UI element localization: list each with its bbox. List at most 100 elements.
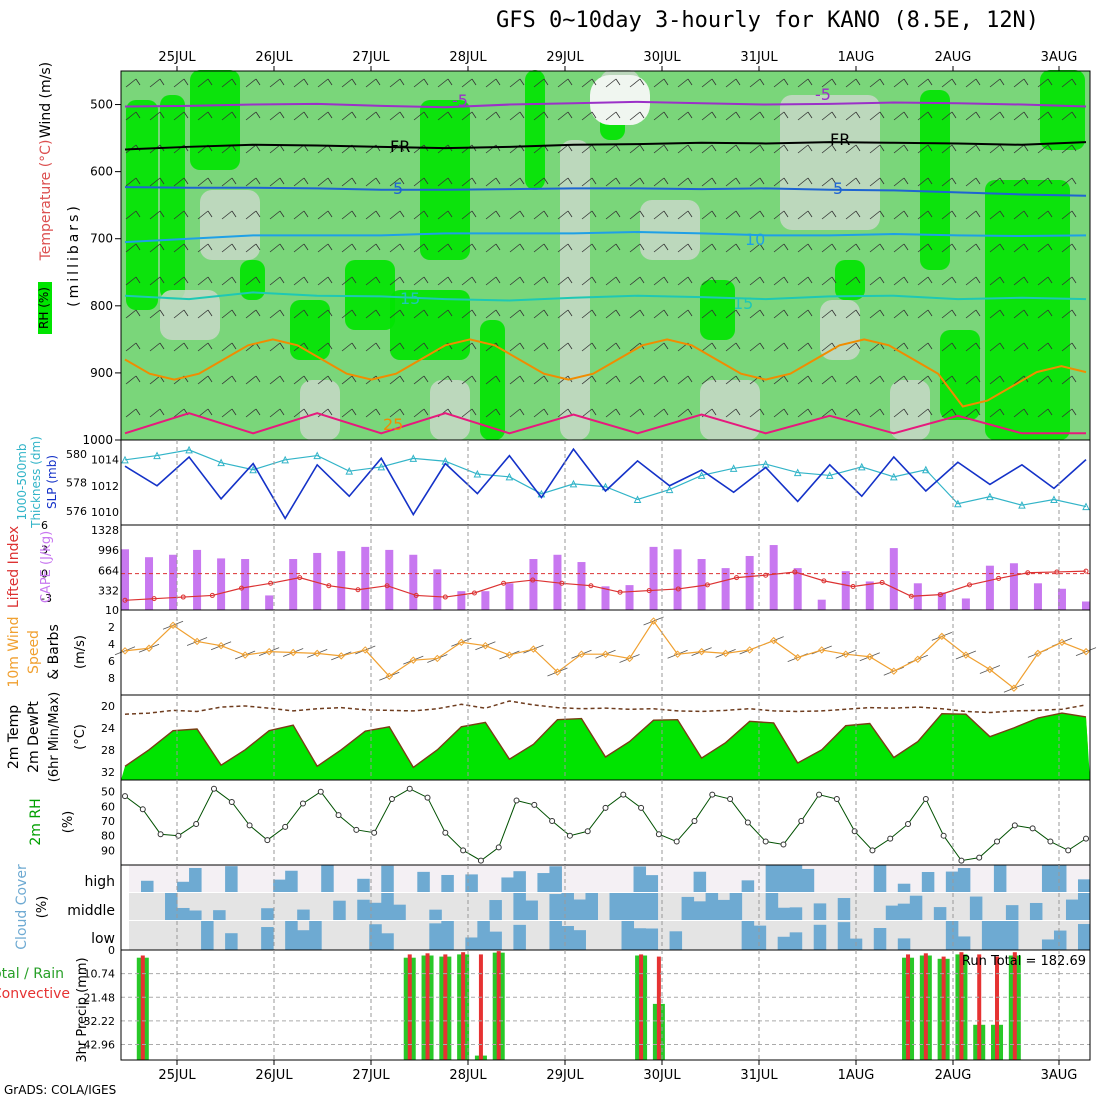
wind-barb bbox=[399, 78, 405, 86]
wind-barb bbox=[125, 111, 137, 121]
wind-barb bbox=[461, 111, 473, 121]
rh-marker bbox=[1029, 825, 1036, 832]
wind-barb bbox=[797, 276, 809, 286]
wind-speed-marker bbox=[145, 644, 153, 652]
wind-barb bbox=[591, 111, 597, 119]
cloud-cover-bar bbox=[369, 902, 382, 920]
cloud-cover-bar bbox=[225, 866, 238, 892]
contour-label: FR bbox=[390, 137, 410, 156]
wind-barb bbox=[797, 375, 809, 385]
rh-marker bbox=[1083, 835, 1089, 842]
cape-bar bbox=[193, 549, 202, 610]
wind-barb bbox=[341, 177, 353, 187]
wind-barb bbox=[951, 243, 957, 251]
wind-barb bbox=[773, 408, 785, 418]
wind-barb bbox=[831, 78, 837, 86]
wind-barb bbox=[591, 210, 597, 218]
cape-bar bbox=[241, 559, 250, 610]
wind-barb bbox=[567, 111, 573, 119]
cloud-cover-bar bbox=[309, 921, 322, 950]
wind-barb bbox=[701, 276, 713, 286]
wind-barb bbox=[639, 309, 645, 317]
wind-barb bbox=[557, 309, 569, 319]
cape-bar bbox=[169, 554, 178, 610]
wind-barb bbox=[725, 309, 737, 319]
wind-barb bbox=[303, 375, 309, 383]
wind-barb bbox=[197, 210, 209, 220]
rh-marker bbox=[638, 804, 645, 811]
rh-marker bbox=[887, 835, 894, 842]
wind-barb bbox=[159, 309, 165, 317]
cloud-cover-bar bbox=[489, 931, 502, 950]
precip-convective-bar bbox=[906, 954, 911, 1060]
wind-speed-marker bbox=[217, 641, 225, 650]
wind-barb bbox=[461, 342, 473, 352]
wind-barb bbox=[639, 243, 645, 251]
thickness-marker bbox=[185, 445, 193, 454]
wind-barb bbox=[869, 111, 881, 121]
wind-barb bbox=[1013, 342, 1025, 352]
temperature-contour bbox=[124, 338, 1087, 408]
thickness-marker bbox=[665, 485, 674, 494]
wind-barb bbox=[965, 144, 977, 154]
wind-barb bbox=[183, 342, 189, 350]
wind-barb bbox=[629, 210, 641, 220]
wind-barb bbox=[629, 144, 641, 154]
temperature-contour bbox=[124, 186, 1087, 197]
wind-barb bbox=[207, 276, 213, 284]
wind-barb bbox=[125, 78, 137, 88]
wind-barb bbox=[975, 177, 981, 185]
wind-barb bbox=[749, 408, 761, 418]
wind-barb bbox=[1037, 144, 1049, 154]
wind-barb bbox=[1037, 342, 1049, 352]
wind-barb bbox=[557, 111, 569, 121]
wind-speed-marker bbox=[433, 654, 442, 663]
rh-marker bbox=[228, 798, 235, 805]
wind-barb bbox=[879, 309, 885, 317]
wind-barb bbox=[639, 210, 645, 218]
wind-barb bbox=[759, 276, 765, 284]
wind-barb bbox=[327, 408, 333, 416]
contour-label: 25 bbox=[383, 415, 403, 434]
wind-barb bbox=[927, 111, 933, 119]
rh-marker bbox=[406, 785, 413, 792]
wind-barb bbox=[351, 375, 357, 383]
contour-label: -5 bbox=[452, 91, 468, 110]
precip-convective-bar bbox=[443, 954, 448, 1060]
wind-barb bbox=[927, 78, 933, 86]
cloud-cover-bar bbox=[201, 921, 214, 950]
cloud-cover-bar bbox=[357, 878, 370, 892]
wind-barb bbox=[159, 111, 165, 119]
wind-barb bbox=[437, 78, 449, 88]
cloud-cover-bar bbox=[381, 933, 394, 950]
wind-barb bbox=[135, 177, 141, 185]
cape-label: CAPE (J/kg) bbox=[39, 531, 54, 603]
wind-barb bbox=[807, 78, 813, 86]
wind-barb bbox=[567, 342, 573, 350]
wind-barb bbox=[413, 78, 425, 88]
cape-tick-label: 996 bbox=[98, 544, 119, 557]
wind-barb bbox=[735, 144, 741, 152]
wind-barb bbox=[879, 144, 885, 152]
wind-barb bbox=[509, 78, 521, 88]
cloud-cover-bar bbox=[429, 909, 442, 920]
wind-barb bbox=[725, 276, 737, 286]
rh-moist-region bbox=[1040, 70, 1085, 150]
wind-barb bbox=[317, 375, 329, 385]
wind-barb bbox=[783, 78, 789, 86]
wind-barb bbox=[917, 111, 929, 121]
wind-barb bbox=[749, 342, 761, 352]
wind-barb bbox=[269, 177, 281, 187]
cape-bar bbox=[913, 583, 922, 610]
wind-barb bbox=[855, 276, 861, 284]
wind-barb bbox=[879, 375, 885, 383]
wind-barb bbox=[605, 243, 617, 253]
cloud-cover-bar bbox=[513, 924, 526, 950]
wind-barb bbox=[135, 309, 141, 317]
wind-barb bbox=[279, 408, 285, 416]
wind-barb bbox=[989, 210, 1001, 220]
contour-label: -5 bbox=[815, 85, 831, 104]
wind-barb bbox=[173, 408, 185, 418]
wind-barb bbox=[989, 78, 1001, 88]
lifted-index-marker bbox=[1083, 568, 1089, 574]
